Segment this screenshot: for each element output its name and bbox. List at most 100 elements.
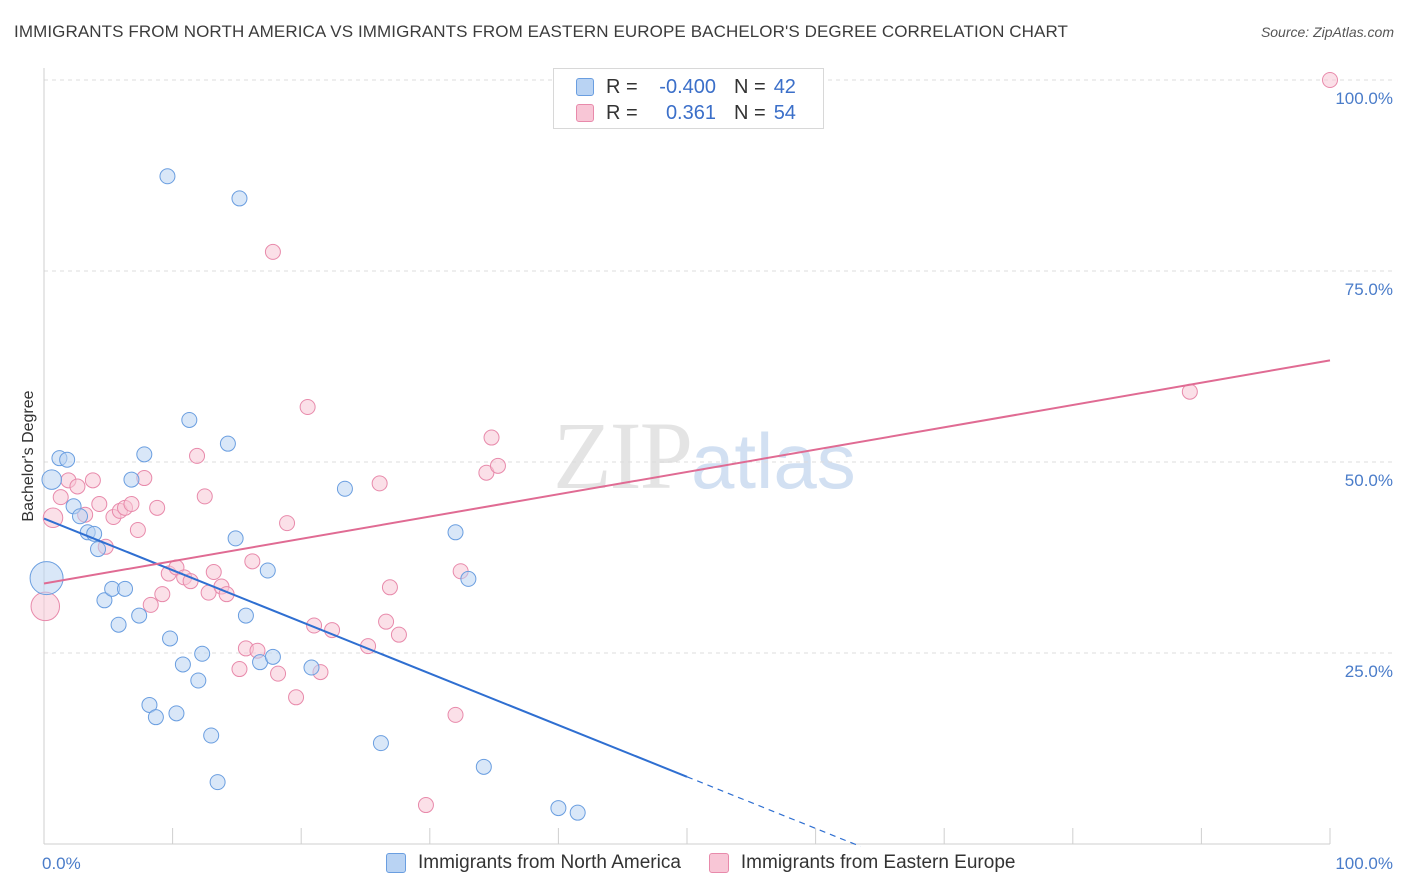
legend-swatch-pink xyxy=(576,104,594,122)
y-tick-label-75: 75.0% xyxy=(1345,280,1393,299)
axes xyxy=(43,68,1331,845)
eastern-europe-point xyxy=(52,489,69,506)
x-tick-label-max: 100.0% xyxy=(1335,854,1393,873)
north-america-point xyxy=(41,469,62,490)
eastern-europe-point xyxy=(142,596,159,613)
y-tick-label-100: 100.0% xyxy=(1335,89,1393,108)
north-america-point xyxy=(181,411,198,428)
eastern-europe-point xyxy=(371,475,388,492)
north-america-point xyxy=(147,709,164,726)
eastern-europe-point xyxy=(154,586,171,603)
eastern-europe-point xyxy=(264,243,281,260)
legend-row-north-america: R = -0.400 N = 42 xyxy=(576,75,796,99)
north-america-point xyxy=(194,645,211,662)
chart-source: Source: ZipAtlas.com xyxy=(1260,24,1394,40)
north-america-point xyxy=(209,774,226,791)
eastern-europe-point xyxy=(42,507,64,529)
north-america-point xyxy=(550,800,567,817)
north-america-point xyxy=(219,435,236,452)
eastern-europe-point xyxy=(231,661,248,678)
north-america-point xyxy=(303,659,320,676)
watermark-atlas: atlas xyxy=(691,417,856,505)
north-america-trend-extension xyxy=(686,776,861,848)
north-america-point xyxy=(190,672,207,689)
legend-n-key: N = xyxy=(734,101,766,124)
y-axis-label: Bachelor's Degree xyxy=(20,390,37,521)
legend-r-key: R = xyxy=(606,101,638,124)
eastern-europe-point xyxy=(84,472,101,489)
tick-labels: 0.0% 100.0% 25.0% 50.0% 75.0% 100.0% xyxy=(42,89,1393,873)
legend-n-key: N = xyxy=(734,75,766,98)
north-america-point xyxy=(72,508,89,525)
north-america-point xyxy=(159,168,176,185)
eastern-europe-point xyxy=(489,457,506,474)
legend-r-key: R = xyxy=(606,75,638,98)
eastern-europe-point xyxy=(30,591,61,622)
legend-swatch-pink xyxy=(708,853,729,873)
grid-lines xyxy=(44,79,1392,654)
north-america-point xyxy=(174,656,191,673)
chart-title: IMMIGRANTS FROM NORTH AMERICA VS IMMIGRA… xyxy=(14,22,1069,41)
north-america-point xyxy=(96,592,113,609)
legend-swatch-blue xyxy=(576,78,594,96)
legend-item-north-america[interactable]: Immigrants from North America xyxy=(386,852,681,874)
legend-label: Immigrants from North America xyxy=(418,852,681,873)
eastern-europe-point xyxy=(417,797,434,814)
eastern-europe-point xyxy=(149,499,166,516)
eastern-europe-point xyxy=(196,488,213,505)
legend-item-eastern-europe[interactable]: Immigrants from Eastern Europe xyxy=(708,852,1016,874)
series-legend: Immigrants from North America Immigrants… xyxy=(386,852,1043,874)
north-america-point xyxy=(475,758,492,775)
north-america-point xyxy=(237,607,254,624)
north-america-point xyxy=(447,524,464,541)
north-america-point xyxy=(136,446,153,463)
eastern-europe-point xyxy=(483,429,500,446)
eastern-europe-point xyxy=(189,447,206,464)
north-america-trend-line xyxy=(43,517,688,778)
north-america-point xyxy=(264,648,281,665)
trend-lines xyxy=(43,359,1331,848)
series-north-america-points xyxy=(29,168,586,821)
eastern-europe-point xyxy=(299,398,316,415)
legend-n-value: 42 xyxy=(773,75,796,98)
legend-n-value: 54 xyxy=(773,101,796,124)
eastern-europe-point xyxy=(381,579,398,596)
north-america-point xyxy=(110,616,127,633)
x-tick-label-min: 0.0% xyxy=(42,854,81,873)
eastern-europe-point xyxy=(1322,72,1338,88)
legend-row-eastern-europe: R = 0.361 N = 54 xyxy=(576,101,796,125)
eastern-europe-point xyxy=(279,515,296,532)
legend-label: Immigrants from Eastern Europe xyxy=(740,852,1016,873)
north-america-point xyxy=(90,541,107,558)
north-america-point xyxy=(162,630,179,647)
north-america-point xyxy=(231,190,248,207)
eastern-europe-point xyxy=(205,564,222,581)
north-america-point xyxy=(131,607,148,624)
eastern-europe-point xyxy=(390,626,407,643)
legend-swatch-blue xyxy=(386,853,406,873)
eastern-europe-point xyxy=(288,689,305,706)
north-america-point xyxy=(336,480,353,497)
eastern-europe-point xyxy=(244,553,261,570)
eastern-europe-point xyxy=(91,496,108,513)
y-tick-label-25: 25.0% xyxy=(1345,662,1393,681)
eastern-europe-point xyxy=(270,665,287,682)
north-america-point xyxy=(460,570,477,587)
legend-r-value: 0.361 xyxy=(665,101,716,124)
eastern-europe-point xyxy=(324,622,341,639)
north-america-point xyxy=(123,471,140,488)
y-tick-label-50: 50.0% xyxy=(1345,471,1393,490)
north-america-point xyxy=(259,562,276,579)
eastern-europe-point xyxy=(447,706,464,723)
north-america-point xyxy=(569,804,586,821)
legend-r-value: -0.400 xyxy=(659,75,716,98)
north-america-point xyxy=(117,580,134,597)
north-america-point xyxy=(372,735,389,752)
correlation-legend: R = -0.400 N = 42 R = 0.361 N = 54 xyxy=(553,68,824,129)
north-america-point xyxy=(227,530,244,547)
eastern-europe-point xyxy=(378,613,395,630)
eastern-europe-point xyxy=(69,478,86,495)
north-america-point xyxy=(59,451,76,468)
north-america-point xyxy=(203,727,220,744)
